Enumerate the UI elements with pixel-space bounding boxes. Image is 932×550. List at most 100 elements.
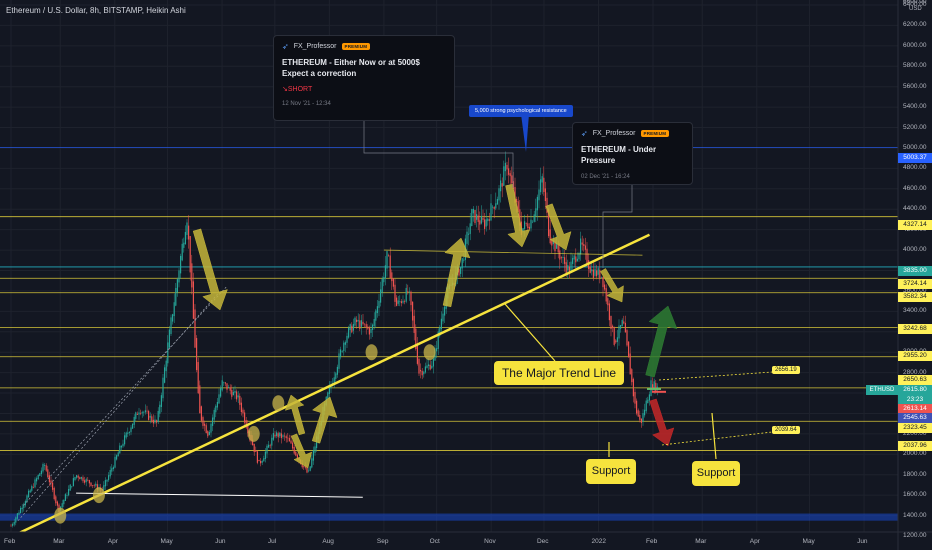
candle <box>528 226 530 229</box>
candle <box>232 391 234 396</box>
resistance-pointer <box>521 114 529 152</box>
price-tag: 3724.14 <box>898 279 932 289</box>
candle <box>368 328 370 335</box>
idea-title[interactable]: ETHEREUM - Either Now or at 5000$ Expect… <box>282 58 420 78</box>
candle <box>472 208 474 214</box>
candle <box>591 269 593 272</box>
candle <box>120 445 122 448</box>
candle <box>516 198 518 203</box>
arrow-marker <box>645 305 678 378</box>
candle <box>583 244 585 246</box>
candle <box>375 310 377 321</box>
candle <box>88 480 90 484</box>
candle <box>208 431 210 435</box>
time-axis[interactable] <box>0 532 932 550</box>
candle <box>140 412 142 414</box>
arrow-marker <box>600 268 624 303</box>
candle <box>10 525 12 527</box>
candle <box>178 270 180 283</box>
candle <box>373 319 375 326</box>
candle <box>530 219 532 229</box>
candle <box>261 461 263 463</box>
candle <box>311 458 313 468</box>
candle <box>463 259 465 261</box>
candle <box>104 480 106 487</box>
candle <box>562 256 564 258</box>
candle <box>600 276 602 278</box>
candle <box>602 276 604 288</box>
candle <box>476 214 478 220</box>
x-tick-label: Dec <box>536 538 549 545</box>
candle <box>580 238 582 255</box>
candle <box>284 435 286 437</box>
price-tag: 2037.96 <box>898 441 932 451</box>
candle <box>485 219 487 227</box>
idea-author[interactable]: FX_Professor <box>592 130 636 137</box>
candle <box>228 387 230 389</box>
candle <box>428 364 430 367</box>
candle <box>388 255 390 257</box>
channel-line[interactable] <box>23 285 228 506</box>
idea-card-1[interactable]: ➶ FX_Professor PREMIUM ETHEREUM - Either… <box>273 35 455 121</box>
candle <box>439 326 441 336</box>
candle <box>111 468 113 472</box>
base-line[interactable] <box>76 492 363 498</box>
candle <box>573 255 575 260</box>
candle <box>471 209 473 227</box>
arrow-marker <box>284 394 306 436</box>
idea-date: 02 Dec '21 - 16:24 <box>581 174 630 180</box>
candle <box>461 258 463 269</box>
candle <box>133 416 135 425</box>
price-tag: 2955.20 <box>898 351 932 361</box>
range-top-line[interactable] <box>383 249 643 256</box>
candle <box>352 324 354 331</box>
candle <box>519 209 521 226</box>
candle <box>221 380 223 391</box>
candle <box>258 459 260 462</box>
candle <box>490 203 492 221</box>
candle <box>626 330 628 346</box>
candle <box>24 501 26 506</box>
candle <box>549 229 551 244</box>
major-trend-line[interactable] <box>12 233 651 538</box>
candle <box>218 394 220 404</box>
arrow-marker <box>505 183 531 248</box>
candle <box>196 338 198 371</box>
idea-card-2[interactable]: ➶ FX_Professor PREMIUM ETHEREUM - Under … <box>572 122 693 185</box>
candle <box>500 180 502 192</box>
candle <box>581 242 583 245</box>
candle <box>188 225 190 240</box>
drawings <box>12 114 773 538</box>
candle <box>556 242 558 249</box>
candle <box>541 176 543 183</box>
candle <box>44 465 46 466</box>
candle <box>479 220 481 225</box>
candle <box>378 300 380 308</box>
candle <box>482 217 484 220</box>
candle <box>93 485 95 487</box>
label-pointer <box>661 431 773 446</box>
candle <box>540 179 542 193</box>
candle <box>535 208 537 217</box>
candle <box>143 412 145 413</box>
x-tick-label: Aug <box>322 538 334 545</box>
candle <box>618 325 620 339</box>
candle <box>48 475 50 483</box>
idea-title[interactable]: ETHEREUM - Under Pressure <box>581 145 657 165</box>
candle <box>309 466 311 471</box>
candle <box>189 236 191 273</box>
candle <box>90 482 92 486</box>
candle <box>234 391 236 393</box>
candle <box>416 343 418 364</box>
candle <box>109 470 111 477</box>
candle <box>292 442 294 449</box>
candle <box>132 423 134 429</box>
candle <box>85 479 87 483</box>
price-tag: 3835.00 <box>898 266 932 276</box>
candle <box>564 257 566 264</box>
candle <box>18 512 20 515</box>
idea-author[interactable]: FX_Professor <box>293 43 337 50</box>
candle <box>517 201 519 212</box>
price-tag: 3582.34 <box>898 292 932 302</box>
